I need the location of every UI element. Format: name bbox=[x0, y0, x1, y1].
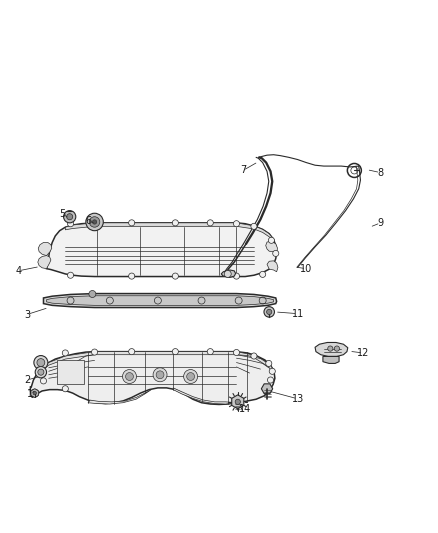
Circle shape bbox=[129, 349, 135, 354]
Circle shape bbox=[38, 369, 44, 375]
Polygon shape bbox=[38, 352, 274, 373]
Circle shape bbox=[207, 220, 213, 226]
Polygon shape bbox=[38, 256, 51, 269]
Circle shape bbox=[267, 309, 272, 314]
Text: 13: 13 bbox=[291, 394, 304, 404]
Circle shape bbox=[251, 223, 257, 229]
Circle shape bbox=[233, 350, 240, 356]
Text: 1: 1 bbox=[27, 389, 33, 399]
Circle shape bbox=[184, 369, 198, 384]
Polygon shape bbox=[232, 395, 244, 409]
Circle shape bbox=[92, 220, 98, 226]
Text: 8: 8 bbox=[378, 168, 384, 177]
Polygon shape bbox=[46, 296, 274, 305]
Circle shape bbox=[268, 377, 274, 383]
Circle shape bbox=[251, 353, 257, 359]
Text: 10: 10 bbox=[300, 264, 312, 273]
Circle shape bbox=[62, 350, 68, 356]
Circle shape bbox=[67, 221, 74, 227]
Circle shape bbox=[67, 272, 74, 278]
Text: 6: 6 bbox=[85, 216, 91, 225]
Polygon shape bbox=[315, 343, 348, 357]
Circle shape bbox=[172, 349, 178, 354]
Polygon shape bbox=[30, 352, 275, 405]
Polygon shape bbox=[31, 389, 39, 398]
Polygon shape bbox=[46, 223, 277, 277]
Polygon shape bbox=[57, 360, 84, 384]
Circle shape bbox=[67, 214, 73, 220]
Polygon shape bbox=[43, 294, 277, 308]
Circle shape bbox=[264, 306, 275, 317]
Polygon shape bbox=[38, 243, 52, 256]
Circle shape bbox=[233, 221, 240, 227]
Circle shape bbox=[207, 349, 213, 354]
Polygon shape bbox=[266, 241, 278, 253]
Circle shape bbox=[129, 273, 135, 279]
Circle shape bbox=[266, 360, 272, 367]
Circle shape bbox=[126, 373, 134, 381]
Circle shape bbox=[156, 371, 164, 379]
Polygon shape bbox=[65, 223, 274, 241]
Polygon shape bbox=[323, 357, 339, 364]
Circle shape bbox=[62, 386, 68, 392]
Circle shape bbox=[92, 220, 97, 224]
Polygon shape bbox=[261, 384, 273, 394]
Polygon shape bbox=[88, 390, 151, 404]
Circle shape bbox=[273, 251, 279, 256]
Circle shape bbox=[123, 369, 137, 384]
Text: 4: 4 bbox=[15, 266, 21, 276]
Circle shape bbox=[92, 349, 98, 355]
Circle shape bbox=[89, 290, 96, 297]
Text: 9: 9 bbox=[378, 218, 384, 228]
Text: 14: 14 bbox=[239, 404, 251, 414]
Polygon shape bbox=[267, 261, 278, 272]
Circle shape bbox=[64, 211, 76, 223]
Circle shape bbox=[269, 368, 276, 374]
Text: 2: 2 bbox=[24, 375, 30, 385]
Circle shape bbox=[33, 391, 36, 395]
Polygon shape bbox=[221, 270, 236, 277]
Text: 3: 3 bbox=[24, 310, 30, 319]
Circle shape bbox=[153, 368, 167, 382]
Circle shape bbox=[224, 270, 231, 277]
Circle shape bbox=[187, 373, 194, 381]
Circle shape bbox=[86, 213, 103, 231]
Circle shape bbox=[334, 346, 339, 351]
Circle shape bbox=[172, 273, 178, 279]
Circle shape bbox=[172, 220, 178, 226]
Text: 5: 5 bbox=[60, 209, 66, 219]
Circle shape bbox=[233, 273, 240, 279]
Polygon shape bbox=[173, 388, 237, 404]
Circle shape bbox=[89, 217, 100, 227]
Circle shape bbox=[235, 399, 240, 405]
Circle shape bbox=[268, 237, 275, 244]
Text: 11: 11 bbox=[291, 309, 304, 319]
Circle shape bbox=[37, 359, 45, 367]
Circle shape bbox=[129, 220, 135, 226]
Text: 7: 7 bbox=[240, 165, 246, 175]
Circle shape bbox=[35, 367, 46, 378]
Circle shape bbox=[34, 356, 48, 369]
Circle shape bbox=[40, 378, 46, 384]
Circle shape bbox=[31, 389, 39, 397]
Text: 12: 12 bbox=[357, 348, 369, 358]
Circle shape bbox=[328, 346, 333, 351]
Circle shape bbox=[260, 271, 266, 277]
